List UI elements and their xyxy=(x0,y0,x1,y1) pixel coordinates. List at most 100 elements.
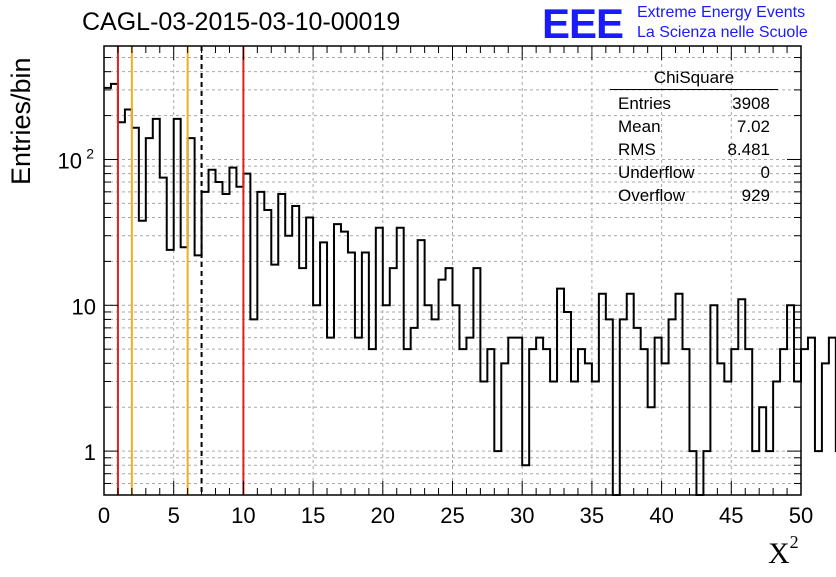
histogram-bin xyxy=(404,349,411,495)
histogram-bin xyxy=(453,305,460,495)
stats-row-mean: Mean 7.02 xyxy=(610,115,778,138)
histogram-bin xyxy=(369,349,376,495)
histogram-bin xyxy=(662,363,669,495)
y-tick-label: 10 xyxy=(58,148,82,173)
histogram-bin xyxy=(362,253,369,495)
x-tick-label: 40 xyxy=(649,503,673,528)
histogram-bin xyxy=(348,253,355,495)
logo-line-2: La Scienza nelle Scuole xyxy=(637,24,808,42)
stats-value: 8.481 xyxy=(727,138,770,161)
x-tick-label: 50 xyxy=(789,503,813,528)
histogram-bin xyxy=(731,349,738,495)
histogram-bin xyxy=(710,305,717,495)
histogram-bin xyxy=(683,349,690,495)
histogram-bin xyxy=(202,192,209,495)
x-tick-label: 25 xyxy=(440,503,464,528)
x-tick-label: 30 xyxy=(510,503,534,528)
histogram-bin xyxy=(292,206,299,495)
histogram-bin xyxy=(334,224,341,495)
x-tick-label: 15 xyxy=(301,503,325,528)
histogram-bin xyxy=(195,255,202,495)
stats-label: Mean xyxy=(618,115,661,138)
chart-title: CAGL-03-2015-03-10-00019 xyxy=(82,8,400,37)
histogram-bin xyxy=(571,382,578,495)
histogram-bin xyxy=(153,119,160,495)
histogram-bin xyxy=(529,349,536,495)
histogram-bin xyxy=(278,194,285,495)
x-tick-label: 20 xyxy=(371,503,395,528)
x-tick-label: 45 xyxy=(719,503,743,528)
stats-value: 929 xyxy=(742,184,770,207)
x-axis-label: X2 xyxy=(768,536,799,571)
histogram-bin xyxy=(132,128,139,495)
y-tick-label-sup: 2 xyxy=(86,145,94,161)
x-tick-label: 35 xyxy=(580,503,604,528)
histogram-bin xyxy=(425,305,432,495)
histogram-bin xyxy=(829,338,836,495)
x-tick-label: 5 xyxy=(168,503,180,528)
histogram-bin xyxy=(641,349,648,495)
histogram-bin xyxy=(104,88,111,495)
stats-label: Overflow xyxy=(618,184,685,207)
histogram-bin xyxy=(327,338,334,495)
y-tick-label: 10 xyxy=(72,294,96,319)
histogram-bin xyxy=(822,363,829,495)
histogram-bin xyxy=(264,210,271,495)
histogram-bin xyxy=(271,265,278,495)
histogram-bin xyxy=(522,465,529,495)
histogram-bin xyxy=(480,382,487,495)
histogram-bin xyxy=(285,236,292,495)
histogram-bin xyxy=(745,349,752,495)
x-tick-label: 10 xyxy=(231,503,255,528)
histogram-bin xyxy=(216,182,223,495)
histogram-bin xyxy=(397,228,404,495)
histogram-bin xyxy=(313,305,320,495)
histogram-bin xyxy=(229,168,236,495)
histogram-bin xyxy=(815,451,822,495)
histogram-bin xyxy=(787,305,794,495)
stats-value: 7.02 xyxy=(737,115,770,138)
x-tick-label: 0 xyxy=(98,503,110,528)
histogram-bin xyxy=(236,187,243,495)
stats-value: 0 xyxy=(761,161,770,184)
histogram-bin xyxy=(780,349,787,495)
histogram-bin xyxy=(724,382,731,495)
histogram-bin xyxy=(808,338,815,495)
histogram-bin xyxy=(209,170,216,495)
stats-label: Underflow xyxy=(618,161,695,184)
stats-label: RMS xyxy=(618,138,656,161)
stats-value: 3908 xyxy=(732,92,770,115)
histogram-bin xyxy=(222,194,229,495)
histogram-bin xyxy=(564,312,571,495)
histogram-bin xyxy=(160,178,167,495)
histogram-bin xyxy=(634,328,641,495)
stats-row-rms: RMS 8.481 xyxy=(610,138,778,161)
histogram-bin xyxy=(174,119,181,495)
histogram-bin xyxy=(383,305,390,495)
histogram-bin xyxy=(459,349,466,495)
y-tick-label: 1 xyxy=(84,440,96,465)
stats-row-overflow: Overflow 929 xyxy=(610,184,778,207)
histogram-bin xyxy=(592,382,599,495)
histogram-bin xyxy=(466,338,473,495)
y-axis-label: Entries/bin xyxy=(6,57,37,185)
histogram-bin xyxy=(543,349,550,495)
histogram-bin xyxy=(773,382,780,495)
x-axis-label-sup: 2 xyxy=(790,532,799,552)
histogram-bin xyxy=(578,349,585,495)
histogram-bin xyxy=(717,363,724,495)
histogram-bin xyxy=(508,338,515,495)
histogram-bin xyxy=(376,228,383,495)
histogram-bin xyxy=(306,217,313,495)
histogram-bin xyxy=(536,338,543,495)
histogram-bin xyxy=(355,338,362,495)
histogram-bin xyxy=(125,110,132,495)
x-axis-label-base: X xyxy=(768,537,790,570)
histogram-bin xyxy=(118,122,125,495)
histogram-bin xyxy=(418,240,425,495)
histogram-bin xyxy=(515,338,522,495)
histogram-bin xyxy=(411,328,418,495)
histogram-bin xyxy=(501,363,508,495)
histogram-bin xyxy=(111,84,118,495)
